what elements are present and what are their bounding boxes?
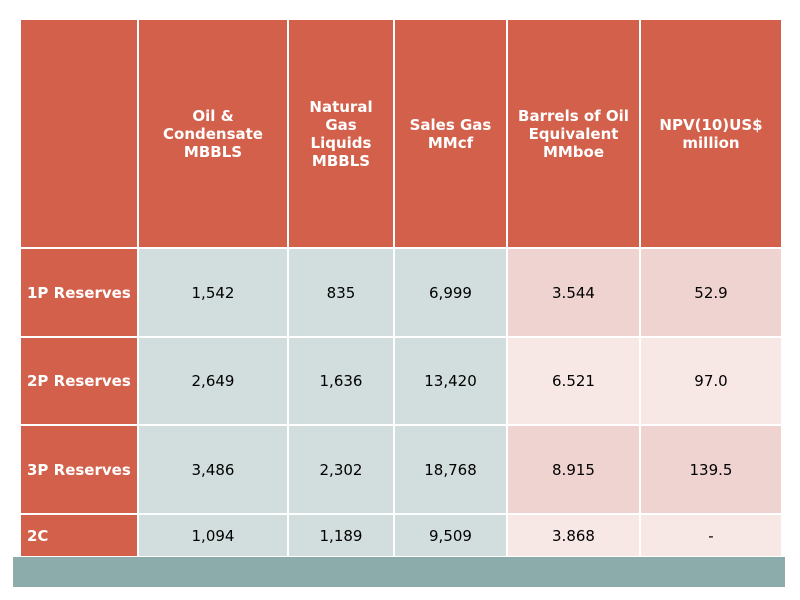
- table-row: 3P Reserves 3,486 2,302 18,768 8.915 139…: [19, 424, 783, 515]
- reserves-table: Oil & Condensate MBBLS Natural Gas Liqui…: [19, 18, 783, 558]
- header-boe: Barrels of Oil Equivalent MMboe: [506, 18, 641, 249]
- cell-npv: 52.9: [639, 247, 783, 338]
- table-row: 2C 1,094 1,189 9,509 3.868 -: [19, 513, 783, 558]
- cell-ngl: 835: [287, 247, 395, 338]
- row-label-2p: 2P Reserves: [19, 336, 139, 426]
- cell-oil: 1,542: [137, 247, 289, 338]
- cell-oil: 1,094: [137, 513, 289, 558]
- cell-oil: 2,649: [137, 336, 289, 426]
- header-sales-gas: Sales Gas MMcf: [393, 18, 508, 249]
- cell-boe: 6.521: [506, 336, 641, 426]
- cell-sales-gas: 13,420: [393, 336, 508, 426]
- table-row: 1P Reserves 1,542 835 6,999 3.544 52.9: [19, 247, 783, 338]
- cell-boe: 3.544: [506, 247, 641, 338]
- cell-oil: 3,486: [137, 424, 289, 515]
- cell-ngl: 1,189: [287, 513, 395, 558]
- footer-band: [13, 557, 785, 587]
- cell-ngl: 2,302: [287, 424, 395, 515]
- cell-npv: 139.5: [639, 424, 783, 515]
- cell-boe: 3.868: [506, 513, 641, 558]
- header-natural-gas-liquids: Natural Gas Liquids MBBLS: [287, 18, 395, 249]
- row-label-3p: 3P Reserves: [19, 424, 139, 515]
- cell-ngl: 1,636: [287, 336, 395, 426]
- cell-npv: 97.0: [639, 336, 783, 426]
- header-oil-condensate: Oil & Condensate MBBLS: [137, 18, 289, 249]
- cell-sales-gas: 6,999: [393, 247, 508, 338]
- header-cell-empty: [19, 18, 139, 249]
- cell-sales-gas: 9,509: [393, 513, 508, 558]
- table-row: 2P Reserves 2,649 1,636 13,420 6.521 97.…: [19, 336, 783, 426]
- cell-sales-gas: 18,768: [393, 424, 508, 515]
- cell-npv: -: [639, 513, 783, 558]
- row-label-2c: 2C: [19, 513, 139, 558]
- row-label-1p: 1P Reserves: [19, 247, 139, 338]
- cell-boe: 8.915: [506, 424, 641, 515]
- header-npv: NPV(10)US$ million: [639, 18, 783, 249]
- table-header-row: Oil & Condensate MBBLS Natural Gas Liqui…: [19, 18, 783, 249]
